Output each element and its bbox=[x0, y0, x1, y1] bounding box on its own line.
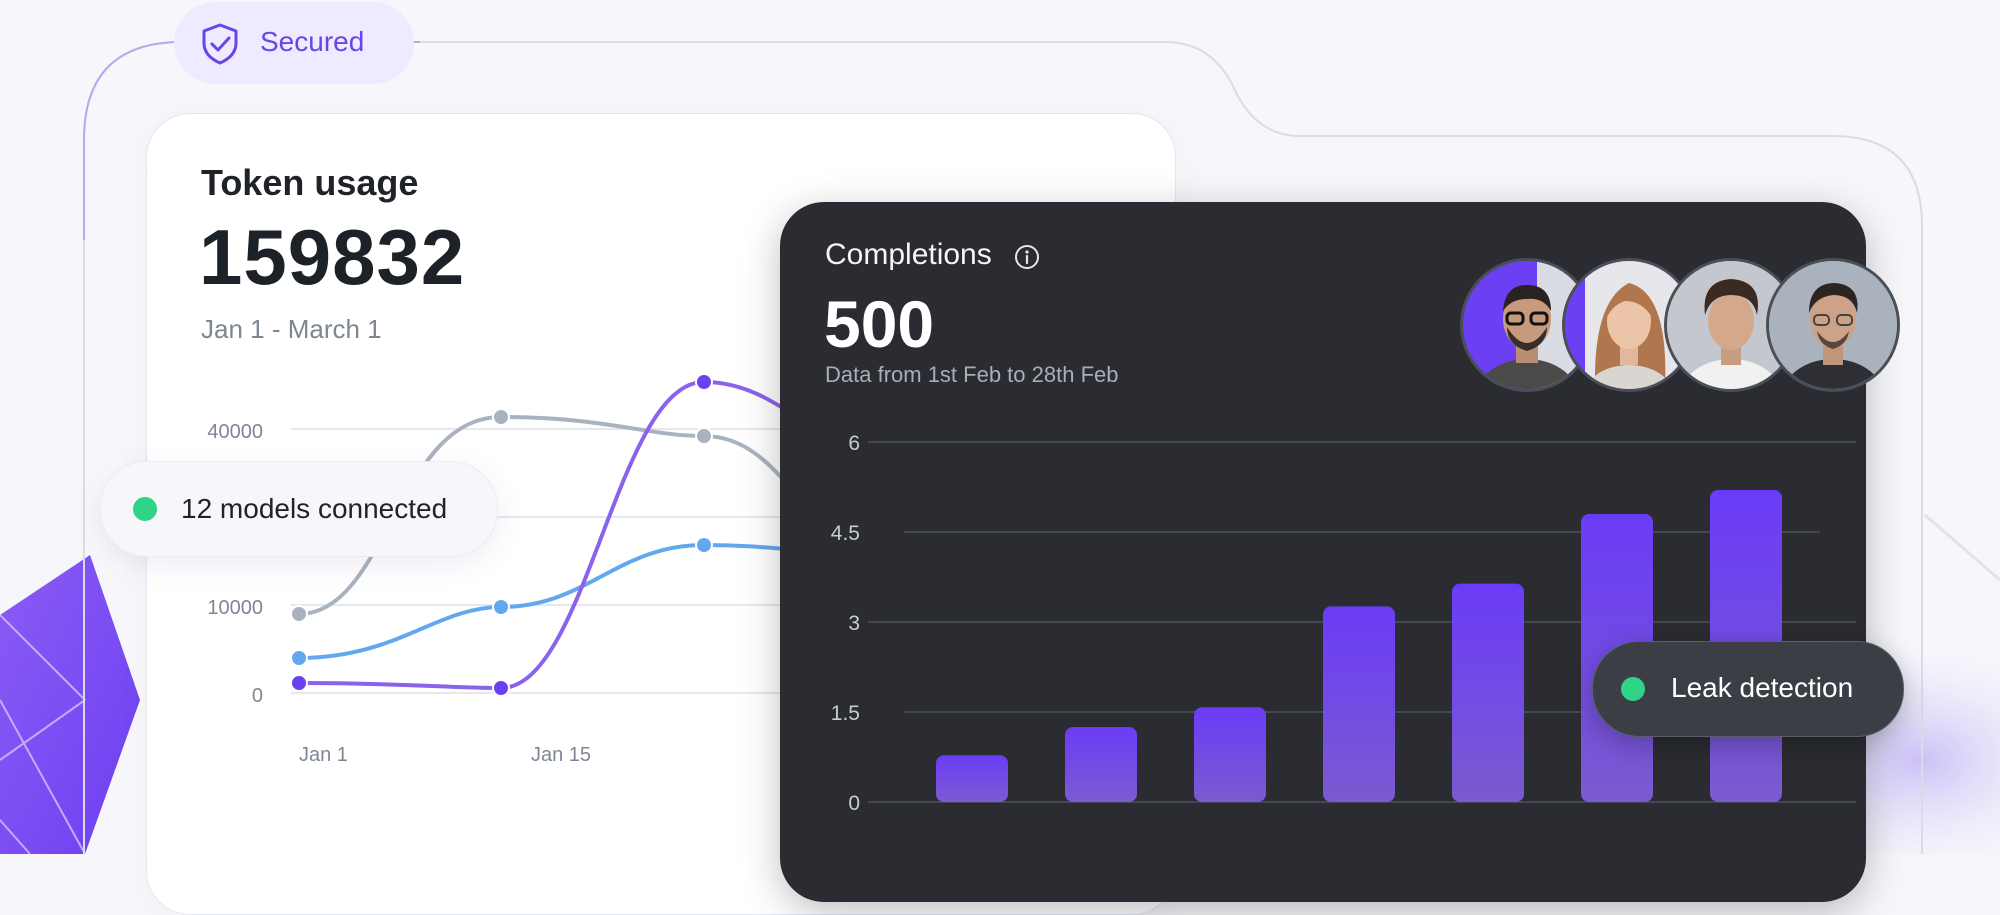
series-blue-line bbox=[297, 542, 849, 660]
avatar-man-curly[interactable] bbox=[1664, 258, 1798, 392]
series-blue-point bbox=[290, 649, 308, 667]
leak-detection-badge: Leak detection bbox=[1592, 641, 1904, 737]
y-tick-label: 4.5 bbox=[831, 522, 860, 545]
token-usage-value: 159832 bbox=[199, 213, 466, 301]
series-purple-point bbox=[695, 373, 713, 391]
completions-bar[interactable] bbox=[1194, 707, 1266, 802]
secured-badge: Secured bbox=[174, 2, 414, 84]
secured-label: Secured bbox=[260, 26, 365, 57]
series-purple-point bbox=[492, 679, 510, 697]
completions-value: 500 bbox=[824, 287, 935, 361]
avatar-group bbox=[1460, 258, 1900, 392]
series-blue-point bbox=[695, 536, 713, 554]
y-tick-label: 0 bbox=[848, 792, 860, 815]
models-connected-label: 12 models connected bbox=[181, 493, 448, 524]
leak-detection-label: Leak detection bbox=[1671, 672, 1854, 703]
series-gray-point bbox=[695, 427, 713, 445]
completions-card: Completions 500 Data from 1st Feb to 28t… bbox=[780, 202, 1900, 902]
y-tick-label: 1.5 bbox=[831, 702, 860, 725]
models-connected-badge: 12 models connected bbox=[100, 461, 498, 557]
y-tick-label: 40000 bbox=[207, 421, 263, 443]
series-purple-line bbox=[297, 379, 809, 691]
info-icon[interactable] bbox=[1014, 244, 1040, 270]
series-blue-point bbox=[492, 598, 510, 616]
x-tick-label: Jan 1 bbox=[299, 744, 348, 766]
completions-bar[interactable] bbox=[1323, 606, 1395, 802]
status-dot-icon bbox=[1621, 677, 1645, 701]
series-gray-point bbox=[290, 605, 308, 623]
status-dot-icon bbox=[133, 497, 157, 521]
token-usage-title: Token usage bbox=[201, 162, 419, 203]
completions-bar[interactable] bbox=[936, 755, 1008, 802]
x-tick-label: Jan 15 bbox=[531, 744, 591, 766]
shield-check-icon bbox=[202, 23, 238, 65]
avatar-man-smiling[interactable] bbox=[1766, 258, 1900, 392]
completions-subtitle: Data from 1st Feb to 28th Feb bbox=[825, 362, 1119, 387]
person-icon bbox=[1667, 261, 1795, 389]
series-gray-point bbox=[492, 408, 510, 426]
completions-title: Completions bbox=[825, 238, 992, 271]
y-tick-label: 10000 bbox=[207, 597, 263, 619]
completions-bar[interactable] bbox=[1452, 583, 1524, 802]
y-tick-label: 0 bbox=[252, 685, 263, 707]
y-tick-label: 3 bbox=[848, 612, 860, 635]
person-icon bbox=[1769, 261, 1897, 389]
token-usage-range: Jan 1 - March 1 bbox=[201, 314, 382, 344]
y-tick-label: 6 bbox=[848, 432, 860, 455]
series-purple-point bbox=[290, 674, 308, 692]
completions-bar[interactable] bbox=[1065, 727, 1137, 802]
